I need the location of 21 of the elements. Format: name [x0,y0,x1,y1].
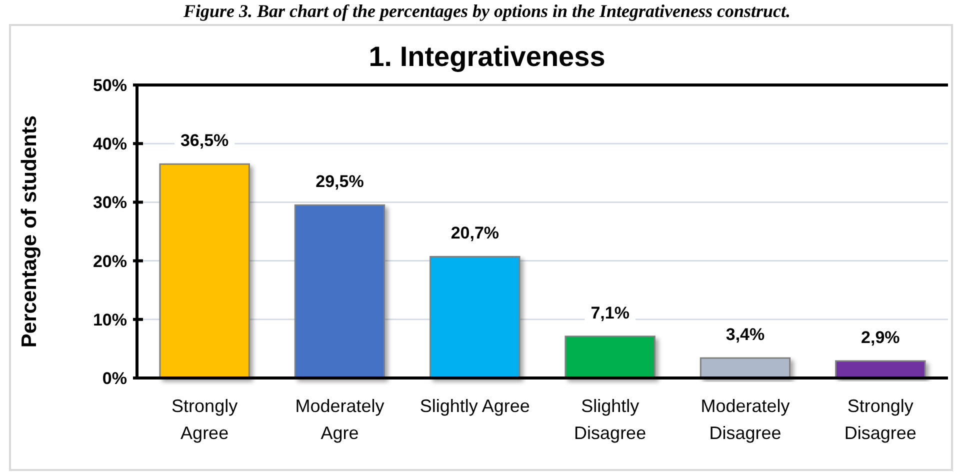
data-label: 36,5% [180,131,229,150]
x-tick-label: Slightly Disagree [574,396,646,443]
data-label: 2,9% [861,328,900,348]
x-tick-label: Slightly Agree [420,396,530,416]
data-label: 7,1% [590,303,630,322]
x-tick-label: Moderately Disagree [700,396,790,443]
y-tick-label: 0% [102,368,127,388]
x-tick-label: Strongly Disagree [844,396,916,443]
chart-title: 1. Integrativeness [368,41,606,72]
y-tick-label: 20% [92,252,127,271]
data-label: 3,4% [726,325,765,344]
y-axis-title: Percentage of students [18,115,41,348]
x-tick-label: Moderately Agre [295,396,384,443]
caption: Figure 3. Bar chart of the percentages by options in the Integrativeness construct. [182,1,791,21]
y-tick-label: 50% [92,76,127,95]
y-tick-label: 10% [92,310,127,330]
y-tick-label: 30% [92,193,127,212]
y-tick-label: 40% [92,134,127,154]
data-label: 20,7% [450,224,500,243]
data-label: 29,5% [316,172,364,192]
x-tick-label: Strongly Agree [172,396,238,443]
